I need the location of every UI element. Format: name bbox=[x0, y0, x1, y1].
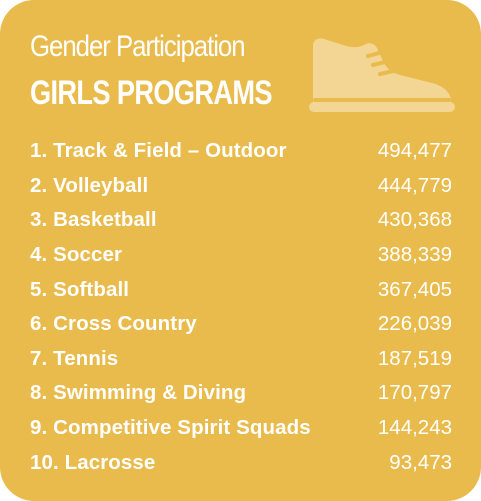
program-label: 9. Competitive Spirit Squads bbox=[30, 416, 311, 440]
list-item: 5. Softball 367,405 bbox=[30, 272, 452, 307]
programs-list: 1. Track & Field – Outdoor 494,477 2. Vo… bbox=[30, 134, 452, 480]
list-item: 6. Cross Country 226,039 bbox=[30, 307, 452, 342]
program-value: 144,243 bbox=[377, 416, 452, 440]
sneaker-icon bbox=[309, 38, 455, 112]
program-label: 5. Softball bbox=[30, 277, 130, 301]
list-item: 8. Swimming & Diving 170,797 bbox=[30, 376, 452, 411]
program-value: 170,797 bbox=[377, 381, 452, 405]
program-value: 226,039 bbox=[377, 312, 452, 336]
list-item: 10. Lacrosse 93,473 bbox=[30, 445, 452, 480]
list-item: 2. Volleyball 444,779 bbox=[30, 169, 452, 204]
program-label: 10. Lacrosse bbox=[30, 450, 156, 474]
program-label: 1. Track & Field – Outdoor bbox=[30, 139, 287, 163]
program-value: 187,519 bbox=[377, 346, 452, 370]
list-item: 4. Soccer 388,339 bbox=[30, 238, 452, 273]
list-item: 9. Competitive Spirit Squads 144,243 bbox=[30, 411, 452, 446]
program-value: 494,477 bbox=[377, 139, 452, 163]
program-label: 7. Tennis bbox=[30, 346, 119, 370]
program-label: 3. Basketball bbox=[30, 208, 157, 232]
program-value: 367,405 bbox=[377, 277, 452, 301]
program-label: 8. Swimming & Diving bbox=[30, 381, 247, 405]
program-value: 444,779 bbox=[377, 173, 452, 197]
program-value: 430,368 bbox=[377, 208, 452, 232]
program-label: 4. Soccer bbox=[30, 243, 123, 267]
list-item: 7. Tennis 187,519 bbox=[30, 342, 452, 377]
program-value: 93,473 bbox=[389, 450, 452, 474]
program-label: 6. Cross Country bbox=[30, 312, 197, 336]
list-item: 3. Basketball 430,368 bbox=[30, 203, 452, 238]
program-value: 388,339 bbox=[377, 243, 452, 267]
card-subtitle: Gender Participation bbox=[30, 30, 246, 63]
card-title: GIRLS PROGRAMS bbox=[30, 74, 273, 112]
program-label: 2. Volleyball bbox=[30, 173, 149, 197]
list-item: 1. Track & Field – Outdoor 494,477 bbox=[30, 134, 452, 169]
